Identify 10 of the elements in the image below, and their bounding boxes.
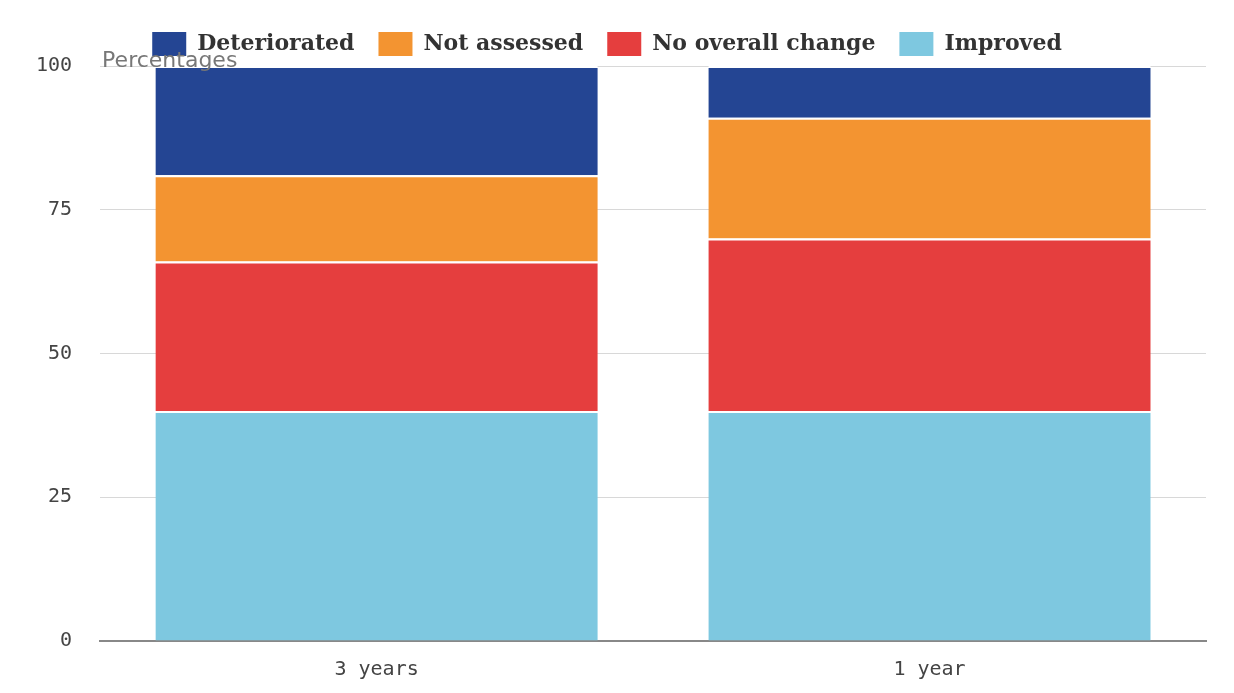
- legend-label: Improved: [944, 28, 1062, 55]
- y-tick-label: 50: [48, 339, 73, 364]
- x-tick-label: 1 year: [893, 656, 966, 681]
- y-tick-label: 100: [36, 52, 73, 77]
- y-tick-label: 0: [60, 627, 73, 652]
- legend-label: No overall change: [652, 28, 876, 55]
- legend-label: Not assessed: [423, 28, 584, 55]
- y-tick-label: 25: [48, 483, 73, 508]
- x-tick-label: 3 years: [334, 656, 419, 681]
- y-tick-label: 75: [48, 195, 73, 220]
